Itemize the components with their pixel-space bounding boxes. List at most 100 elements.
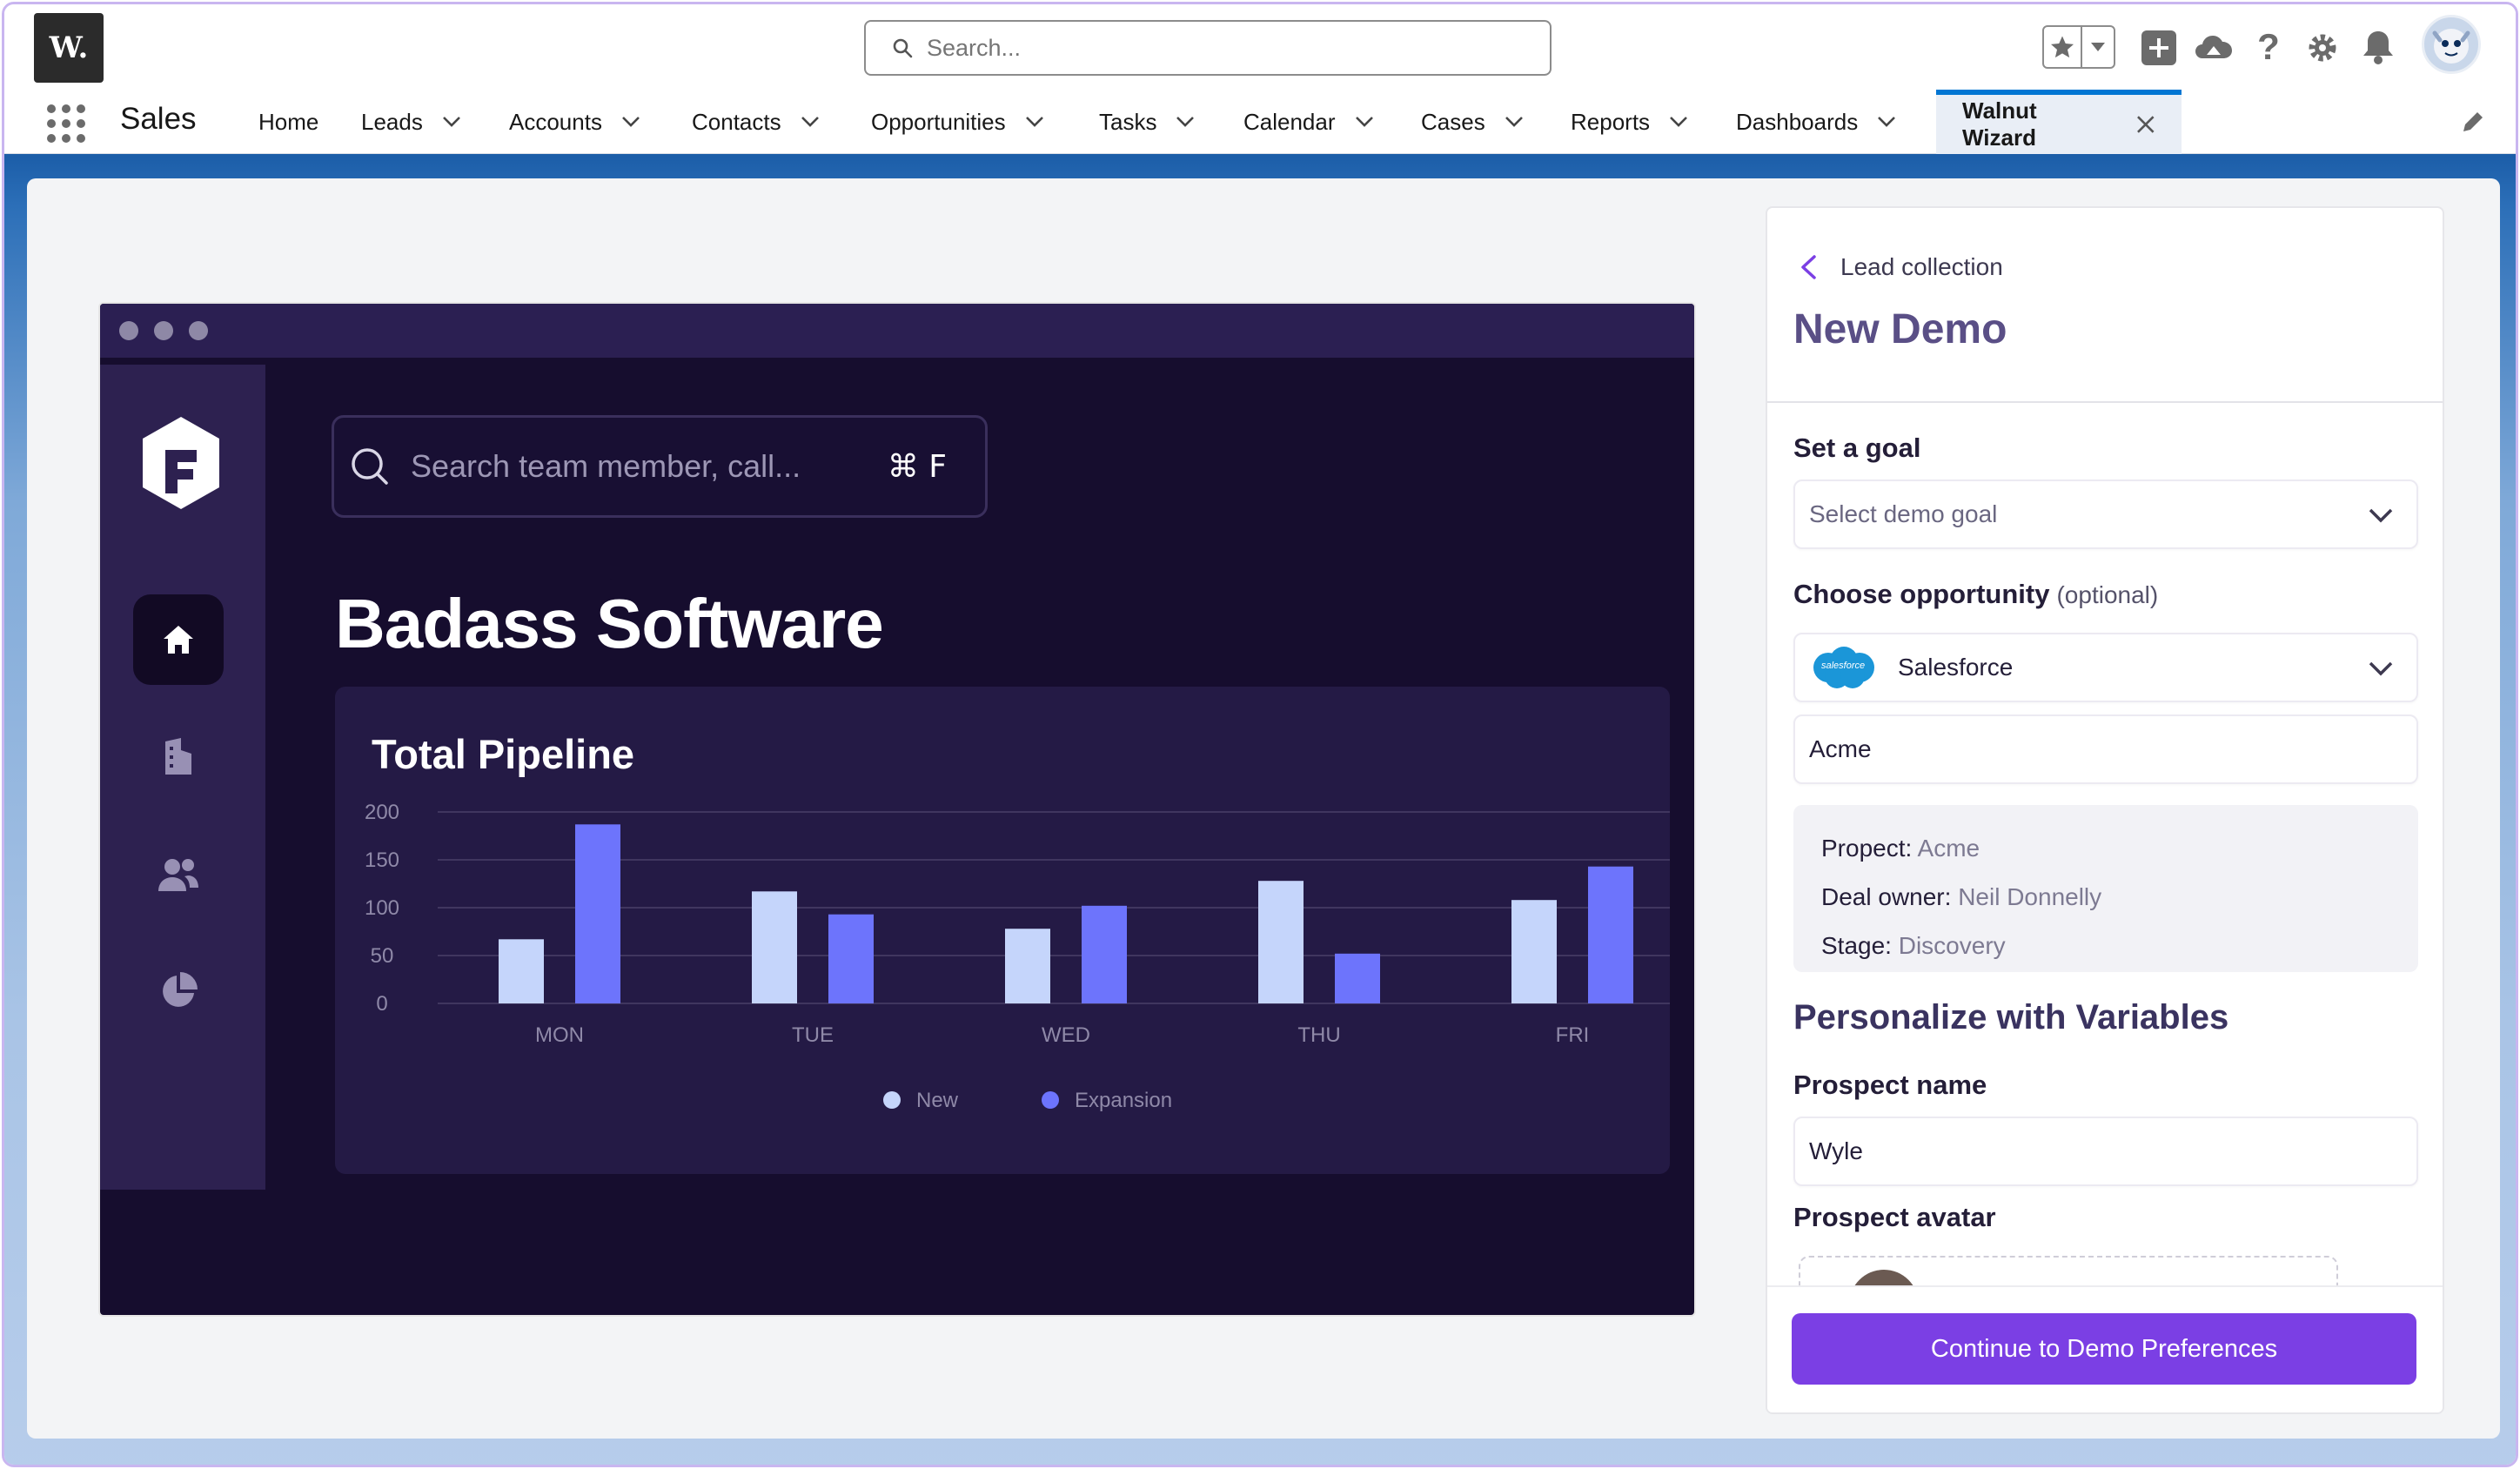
bar-expansion-thu bbox=[1335, 953, 1380, 1003]
preview-titlebar bbox=[100, 304, 1694, 358]
notifications-button[interactable] bbox=[2361, 29, 2396, 65]
edit-nav-pencil-icon[interactable] bbox=[2460, 109, 2486, 135]
chevron-down-icon[interactable] bbox=[1505, 116, 1524, 128]
detail-value: Acme bbox=[1917, 835, 1980, 862]
sidebar-item-reports[interactable] bbox=[133, 946, 224, 1036]
x-tick-label: MON bbox=[535, 1023, 584, 1047]
favorites-group bbox=[2042, 25, 2115, 69]
setup-button[interactable] bbox=[2305, 30, 2340, 65]
pipeline-bar-chart: 0 50 100 150 200 MON TUE WED THU FRI New Expansion bbox=[365, 801, 1670, 1112]
bar-expansion-mon bbox=[575, 824, 620, 1003]
nav-item-label: Opportunities bbox=[871, 108, 1006, 135]
breadcrumb-label[interactable]: Lead collection bbox=[1840, 253, 2003, 280]
demo-preview-window: Search team member, call... ⌘ F Badass S… bbox=[98, 302, 1696, 1317]
nav-item-home[interactable]: Home bbox=[258, 90, 318, 154]
bar-expansion-fri bbox=[1588, 866, 1633, 1003]
sidebar-item-companies[interactable] bbox=[133, 711, 224, 802]
continue-button[interactable]: Continue to Demo Preferences bbox=[1792, 1313, 2416, 1385]
nav-item-contacts[interactable]: Contacts bbox=[692, 90, 820, 154]
chevron-down-icon[interactable] bbox=[801, 116, 820, 128]
chevron-down-icon[interactable] bbox=[1669, 116, 1688, 128]
salesforce-logo-icon: salesforce bbox=[1809, 645, 1879, 690]
chart-title: Total Pipeline bbox=[372, 731, 635, 777]
nav-item-label: Cases bbox=[1421, 108, 1485, 135]
keyboard-shortcut-hint: ⌘ F bbox=[887, 448, 947, 485]
preview-sidebar bbox=[100, 365, 265, 1190]
nav-item-cases[interactable]: Cases bbox=[1421, 90, 1524, 154]
breadcrumb[interactable]: Lead collection bbox=[1799, 253, 2003, 281]
chevron-down-icon[interactable] bbox=[1355, 116, 1374, 128]
nav-item-tasks[interactable]: Tasks bbox=[1099, 90, 1195, 154]
nav-item-reports[interactable]: Reports bbox=[1571, 90, 1688, 154]
nav-item-leads[interactable]: Leads bbox=[361, 90, 461, 154]
y-tick-label: 100 bbox=[365, 896, 399, 920]
bar-expansion-wed bbox=[1082, 905, 1127, 1003]
global-actions-button[interactable] bbox=[2141, 30, 2176, 65]
help-button[interactable]: ? bbox=[2253, 26, 2284, 67]
org-logo[interactable]: W. bbox=[34, 13, 104, 83]
app-logo-icon bbox=[143, 417, 219, 509]
nav-tab-label: Walnut Wizard bbox=[1962, 97, 2037, 151]
global-header: W. ? bbox=[4, 4, 2516, 90]
gear-icon bbox=[2309, 34, 2336, 62]
detail-row-stage: Stage: Discovery bbox=[1821, 922, 2390, 970]
prospect-name-value: Wyle bbox=[1809, 1137, 1863, 1164]
chevron-down-icon[interactable] bbox=[442, 116, 461, 128]
opportunity-select[interactable]: Acme bbox=[1793, 714, 2418, 784]
chevron-down-icon[interactable] bbox=[2368, 661, 2394, 676]
nav-item-calendar[interactable]: Calendar bbox=[1243, 90, 1374, 154]
close-icon[interactable] bbox=[2136, 115, 2155, 134]
detail-row-deal-owner: Deal owner: Neil Donnelly bbox=[1821, 873, 2390, 922]
window-dot bbox=[154, 321, 173, 340]
wizard-title: New Demo bbox=[1793, 306, 2007, 352]
user-avatar[interactable] bbox=[2422, 15, 2481, 74]
chevron-left-icon[interactable] bbox=[1799, 254, 1818, 280]
bar-new-mon bbox=[499, 939, 544, 1003]
chevron-down-icon[interactable] bbox=[1877, 116, 1896, 128]
sidebar-item-team[interactable] bbox=[133, 829, 224, 920]
x-tick-label: THU bbox=[1297, 1023, 1340, 1047]
chevron-down-icon[interactable] bbox=[1025, 116, 1044, 128]
nav-item-accounts[interactable]: Accounts bbox=[509, 90, 640, 154]
opportunity-source-value: Salesforce bbox=[1898, 654, 2014, 681]
chevron-down-icon[interactable] bbox=[1176, 116, 1195, 128]
demo-goal-select[interactable]: Select demo goal bbox=[1793, 480, 2418, 549]
bar-new-fri bbox=[1511, 900, 1557, 1003]
chevron-down-icon[interactable] bbox=[621, 116, 640, 128]
waffle-grid-icon bbox=[47, 104, 85, 143]
company-title: Badass Software bbox=[335, 585, 884, 662]
bar-new-tue bbox=[752, 891, 797, 1003]
variables-section-title: Personalize with Variables bbox=[1793, 998, 2229, 1036]
global-search[interactable] bbox=[864, 20, 1552, 76]
y-tick-label: 150 bbox=[365, 849, 399, 872]
detail-row-prospect: Propect: Acme bbox=[1821, 824, 2390, 873]
nav-item-label: Calendar bbox=[1243, 108, 1336, 135]
trailhead-button[interactable] bbox=[2194, 29, 2234, 67]
prospect-name-input[interactable]: Wyle bbox=[1793, 1117, 2418, 1186]
nav-item-opportunities[interactable]: Opportunities bbox=[871, 90, 1044, 154]
sidebar-item-home[interactable] bbox=[133, 594, 224, 685]
opportunity-details: Propect: Acme Deal owner: Neil Donnelly … bbox=[1793, 805, 2418, 972]
legend-swatch-expansion bbox=[1042, 1091, 1059, 1109]
nav-item-dashboards[interactable]: Dashboards bbox=[1736, 90, 1896, 154]
opportunity-source-select[interactable]: salesforce Salesforce bbox=[1793, 633, 2418, 702]
team-search-bar[interactable]: Search team member, call... ⌘ F bbox=[332, 415, 988, 518]
trailhead-cloud-icon bbox=[2195, 36, 2232, 58]
total-pipeline-card: Total Pipeline 0 50 100 150 200 MON TUE WED THU F… bbox=[335, 687, 1670, 1174]
bell-icon bbox=[2363, 31, 2393, 64]
chevron-down-icon[interactable] bbox=[2368, 507, 2394, 523]
app-launcher-button[interactable] bbox=[46, 104, 86, 144]
detail-key: Propect: bbox=[1821, 835, 1913, 862]
caret-down-icon bbox=[2091, 43, 2105, 51]
legend-swatch-new bbox=[883, 1091, 901, 1109]
building-icon bbox=[165, 738, 191, 775]
favorites-star-button[interactable] bbox=[2044, 27, 2082, 67]
nav-item-label: Accounts bbox=[509, 108, 602, 135]
tab-walnut-wizard[interactable]: Walnut Wizard bbox=[1936, 90, 2182, 154]
x-tick-label: FRI bbox=[1556, 1023, 1590, 1047]
opportunity-value: Acme bbox=[1809, 735, 1872, 762]
optional-hint: (optional) bbox=[2056, 581, 2159, 608]
favorites-menu-button[interactable] bbox=[2082, 27, 2114, 67]
help-icon: ? bbox=[2257, 26, 2280, 67]
global-search-input[interactable] bbox=[927, 34, 1536, 62]
